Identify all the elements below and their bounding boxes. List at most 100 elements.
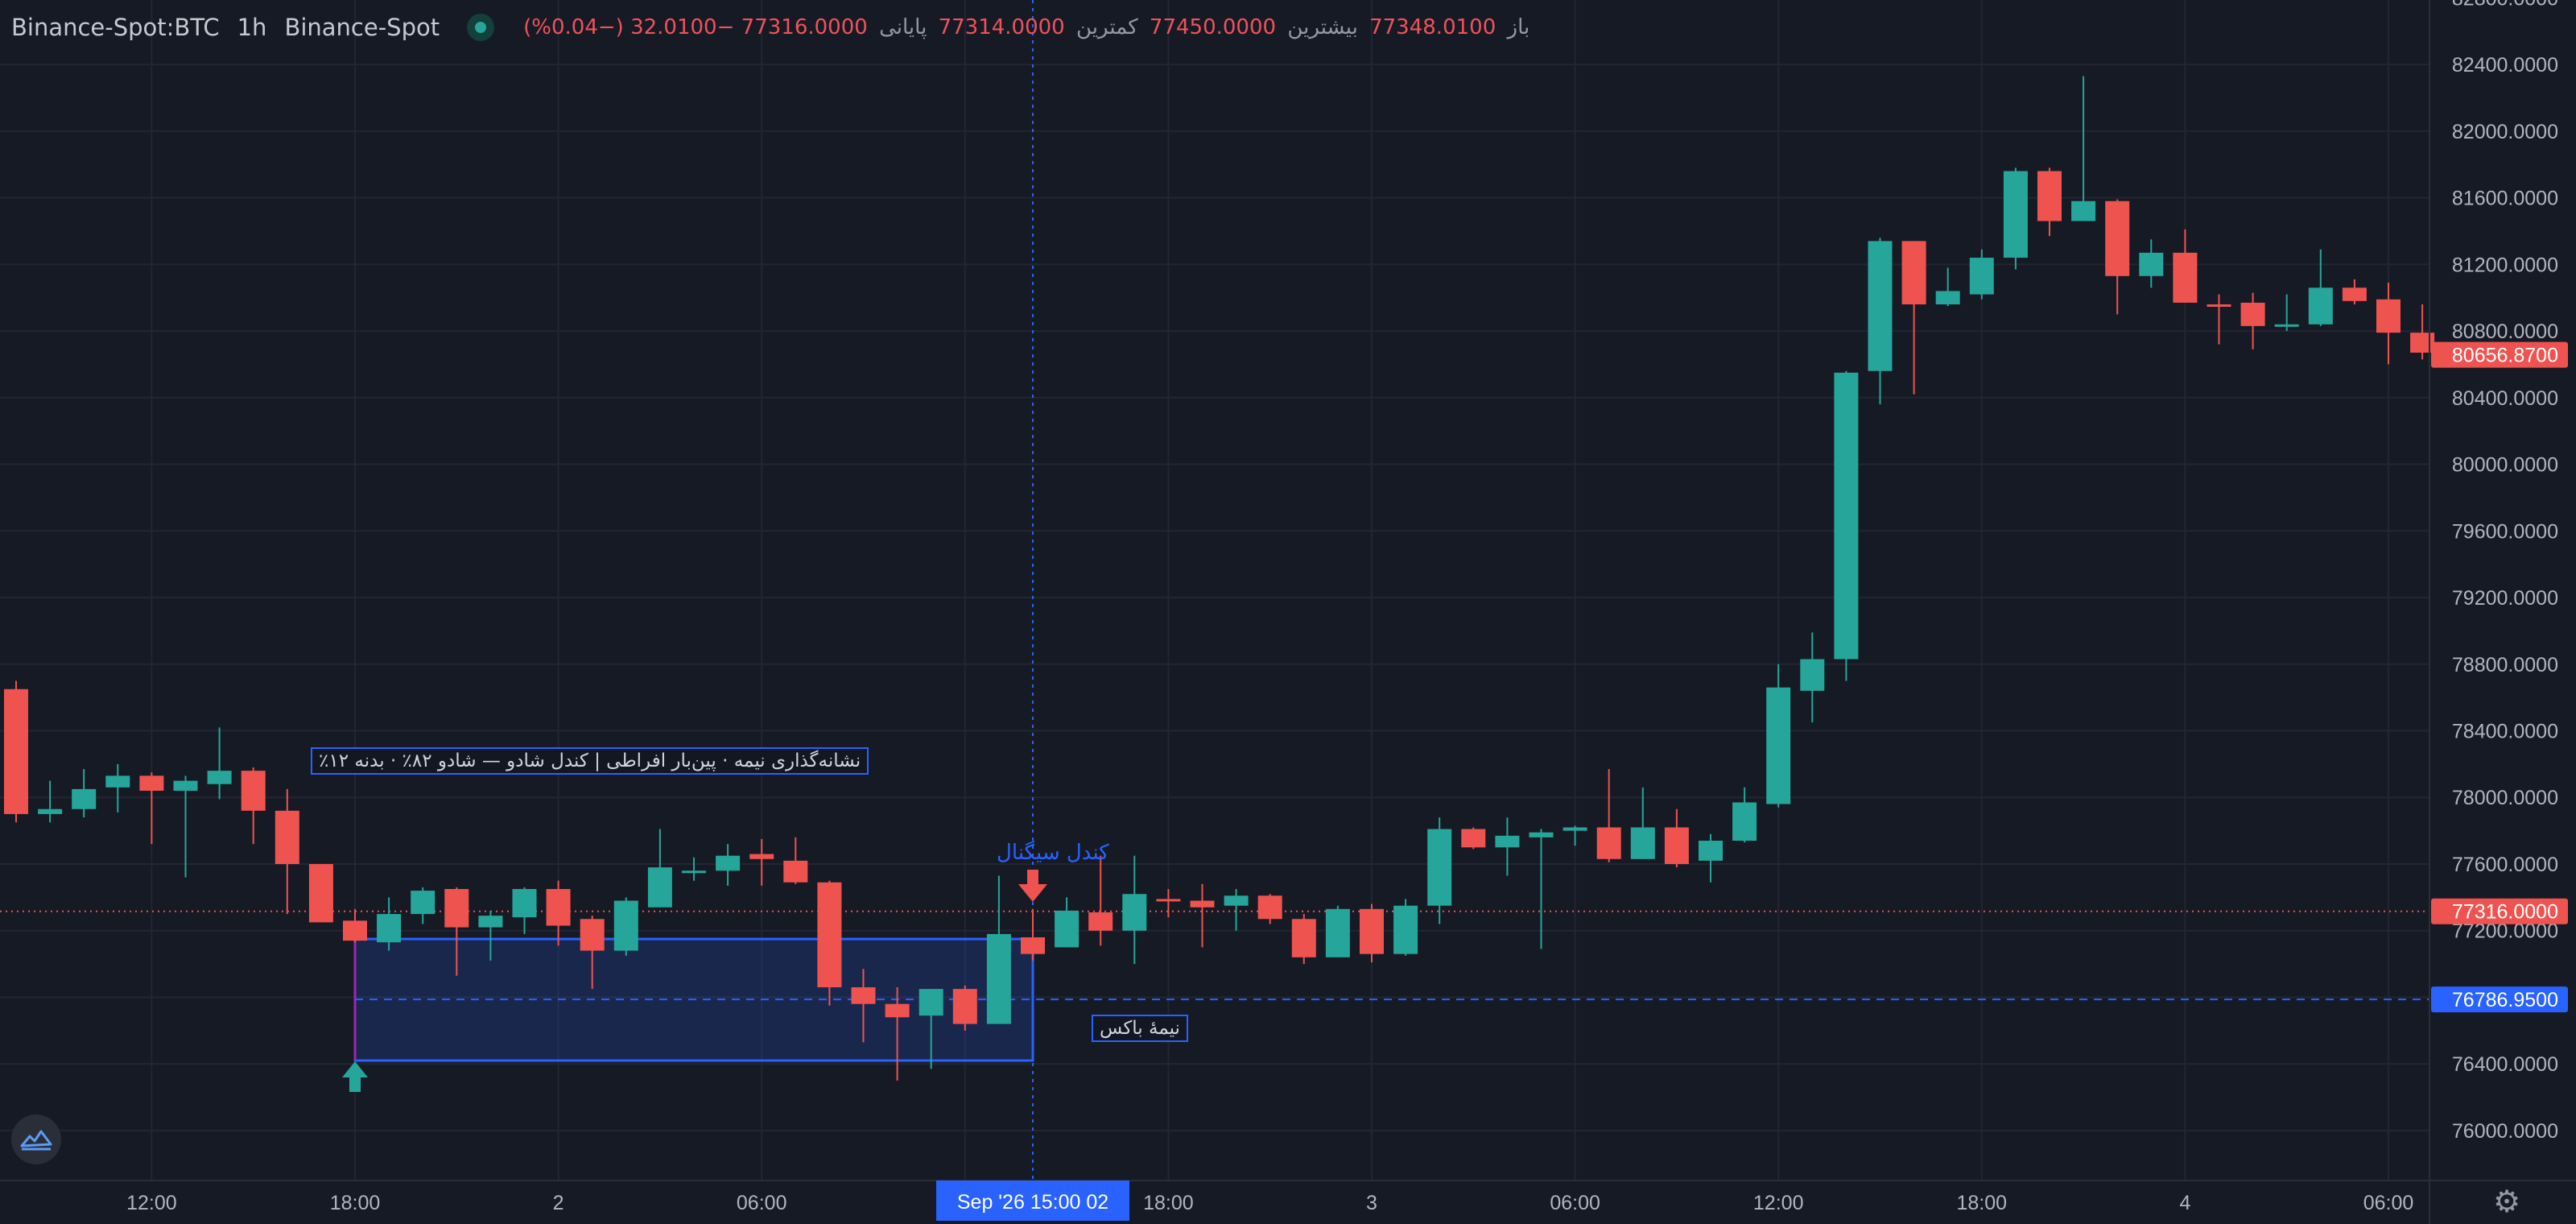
candle: [478, 910, 503, 961]
candle-body: [2240, 302, 2265, 326]
x-tick-label: 12:00: [1753, 1192, 1804, 1214]
candle-body: [783, 860, 808, 883]
y-tick-label: 80000.0000: [2452, 454, 2558, 477]
candle: [4, 680, 28, 823]
candle-body: [1291, 919, 1316, 957]
crosshair-time-tag: Sep '26 15:00 02: [957, 1191, 1108, 1214]
x-tick-label: 12:00: [126, 1192, 177, 1214]
candle-body: [1630, 827, 1655, 859]
candle-body: [546, 889, 571, 926]
candle: [2240, 292, 2265, 349]
candle-body: [986, 933, 1011, 1024]
candle-body: [2342, 287, 2367, 301]
candle: [1495, 817, 1520, 876]
candle: [716, 844, 741, 886]
low-label: کمترین: [1076, 15, 1138, 39]
candle: [1664, 808, 1689, 868]
y-tick-label: 76000.0000: [2452, 1120, 2558, 1143]
interval-label[interactable]: 1h: [237, 14, 267, 41]
candle: [919, 989, 943, 1069]
candle-body: [2308, 287, 2333, 325]
candle: [647, 829, 672, 908]
candle-body: [1360, 908, 1384, 954]
crosshair-time-bg: [936, 1181, 1129, 1221]
candle-body: [1257, 895, 1282, 920]
candle-body: [1190, 900, 1215, 908]
candle-body: [1495, 835, 1520, 848]
change-value: −32.0100 (−0.04%): [523, 15, 735, 39]
candle: [1122, 855, 1147, 965]
high-value: 77450.0000: [1149, 15, 1277, 39]
candle: [1901, 241, 1926, 395]
exchange-label: Binance-Spot: [284, 14, 440, 41]
x-tick-label: 4: [2179, 1192, 2190, 1214]
y-tick-label: 81600.0000: [2452, 188, 2558, 210]
box-mid-label: نیمهٔ باکس: [1092, 1015, 1188, 1042]
candle: [173, 775, 198, 878]
candle: [2139, 239, 2164, 288]
candle: [1427, 817, 1452, 924]
candle: [1834, 370, 1859, 681]
candle-body: [207, 771, 232, 784]
x-tick-label: 06:00: [737, 1192, 787, 1214]
x-tick-label: 06:00: [1550, 1192, 1600, 1214]
candle-body: [2274, 324, 2299, 327]
candle-body: [411, 891, 436, 915]
candle-body: [72, 788, 97, 809]
candle: [72, 769, 97, 818]
candle: [2342, 279, 2367, 304]
candle: [1325, 905, 1350, 957]
candle-body: [1393, 905, 1418, 954]
x-tick-label: 18:00: [330, 1192, 381, 1214]
candle-body: [343, 920, 367, 941]
candle: [1596, 769, 1621, 862]
candle: [851, 969, 876, 1043]
tradingview-logo-icon[interactable]: [11, 1114, 61, 1164]
box-mid-price-tag-bg: [2431, 986, 2568, 1013]
candle-body: [1156, 899, 1181, 902]
low-value: 77314.0000: [938, 15, 1065, 39]
candle: [952, 985, 977, 1031]
candle-body: [275, 810, 299, 864]
signal-candle-label: کندل سیگنال: [997, 841, 1109, 865]
candle: [38, 780, 63, 823]
candle: [2173, 229, 2198, 303]
candle: [1935, 267, 1960, 307]
annotation-note-label: ٪نشانه‌گذاری نیمه · پین‌بار افراطی | کند…: [311, 747, 869, 775]
candle: [1156, 889, 1181, 918]
y-tick-label: 77600.0000: [2452, 854, 2558, 876]
candle-body: [377, 914, 402, 943]
candle-body: [1699, 841, 1723, 861]
candle-body: [1766, 687, 1791, 804]
candle-body: [885, 1003, 910, 1018]
candle-body: [749, 854, 774, 859]
y-tick-label: 78000.0000: [2452, 787, 2558, 809]
candle-body: [716, 855, 741, 871]
candle-body: [478, 916, 503, 928]
candle-body: [1021, 937, 1045, 954]
close-label: پایانی: [879, 15, 927, 39]
y-tick-label: 79600.0000: [2452, 520, 2558, 543]
candle: [1055, 897, 1080, 948]
candle: [1360, 904, 1384, 963]
candle-body: [1325, 908, 1350, 957]
low-arrow-icon: [342, 1061, 368, 1092]
last-price-tag-bg: [2431, 341, 2568, 368]
candle: [1868, 238, 1893, 405]
candle-body: [1055, 910, 1080, 948]
candle-body: [1868, 241, 1893, 371]
candle: [1800, 632, 1825, 723]
y-tick-label: 79200.0000: [2452, 587, 2558, 610]
candle: [139, 772, 164, 845]
ohlc-values: باز 77348.0100 بیشترین 77450.0000 کمترین…: [515, 15, 1534, 39]
candle-body: [512, 889, 537, 918]
candle-body: [682, 870, 706, 874]
close-value: 77316.0000: [741, 15, 868, 39]
market-status-icon[interactable]: [467, 14, 495, 41]
y-tick-label: 78400.0000: [2452, 721, 2558, 743]
candle: [885, 987, 910, 1081]
symbol-name[interactable]: Binance-Spot:BTC: [11, 14, 220, 41]
gear-icon[interactable]: ⚙: [2492, 1184, 2521, 1219]
candle: [1291, 914, 1316, 965]
